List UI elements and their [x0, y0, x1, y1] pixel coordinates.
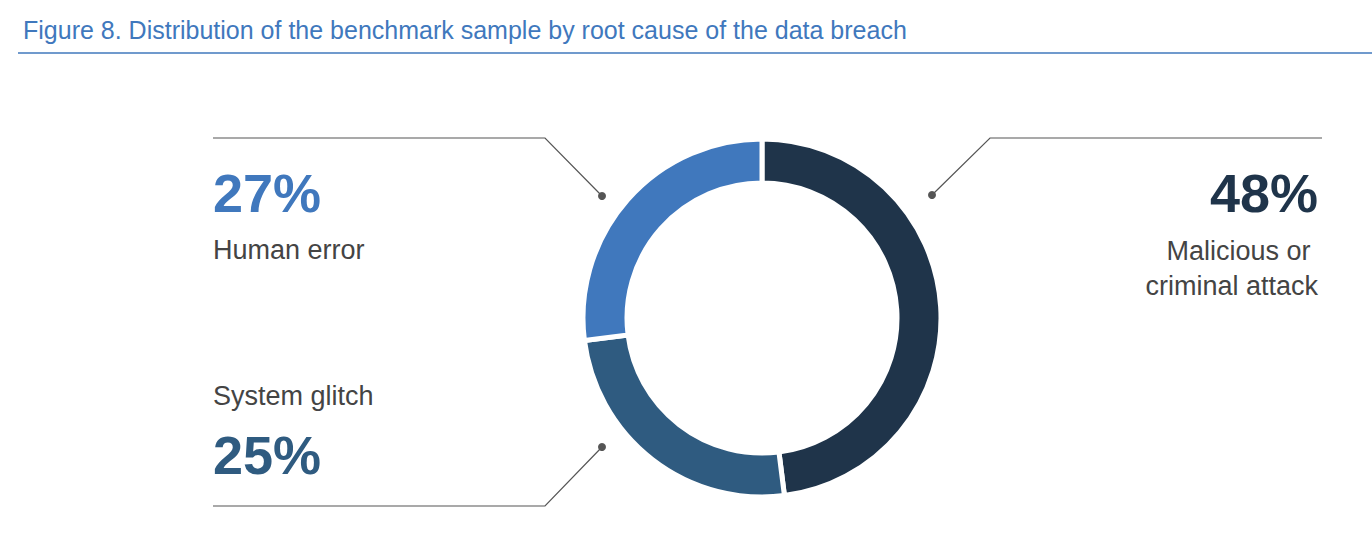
- svg-text:25%: 25%: [213, 425, 321, 485]
- svg-text:System glitch: System glitch: [213, 381, 374, 411]
- svg-text:27%: 27%: [213, 163, 321, 223]
- svg-text:Figure 8. Distribution of the: Figure 8. Distribution of the benchmark …: [23, 16, 907, 44]
- svg-text:Human error: Human error: [213, 235, 365, 265]
- svg-text:Malicious or: Malicious or: [1166, 236, 1318, 266]
- svg-text:criminal attack: criminal attack: [1145, 271, 1318, 301]
- svg-text:48%: 48%: [1210, 163, 1318, 223]
